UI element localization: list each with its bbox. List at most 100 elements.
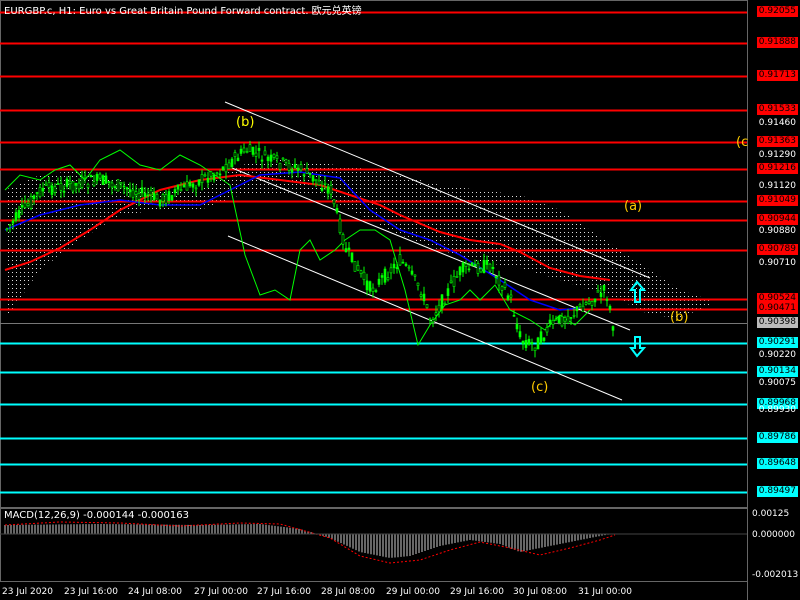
candle-body-162 bbox=[491, 266, 495, 269]
candle-body-40 bbox=[125, 187, 129, 190]
chikou-line bbox=[4, 149, 591, 347]
candle-body-25 bbox=[80, 177, 84, 188]
candle-body-42 bbox=[131, 189, 135, 198]
time-axis: 23 Jul 2020 23 Jul 16:00 24 Jul 08:00 27 Ju… bbox=[2, 587, 632, 597]
time-tick-9: 31 Jul 00:00 bbox=[578, 587, 632, 597]
candle-body-139 bbox=[422, 293, 426, 302]
candle-body-23 bbox=[74, 183, 78, 186]
candle-body-171 bbox=[518, 331, 522, 338]
candle-body-189 bbox=[572, 314, 576, 317]
candle-body-2 bbox=[11, 220, 15, 224]
candle-body-137 bbox=[416, 282, 420, 286]
time-tick-0: 23 Jul 2020 bbox=[2, 587, 53, 597]
candle-body-54 bbox=[167, 191, 171, 201]
candle-body-33 bbox=[104, 175, 108, 184]
ma-red-line bbox=[4, 173, 611, 281]
candle-body-53 bbox=[164, 194, 168, 204]
ichimoku-cloud bbox=[5, 160, 710, 320]
candle-body-37 bbox=[116, 179, 120, 192]
candle-body-94 bbox=[287, 163, 291, 171]
candle-body-76 bbox=[233, 152, 237, 158]
candle-body-73 bbox=[224, 163, 228, 173]
candle-body-138 bbox=[419, 294, 423, 297]
candle-body-134 bbox=[407, 266, 411, 269]
candle-body-49 bbox=[152, 192, 156, 201]
candle-body-182 bbox=[551, 320, 555, 325]
candle-body-90 bbox=[275, 155, 279, 159]
down-arrow-icon[interactable] bbox=[629, 336, 647, 358]
candle-body-136 bbox=[413, 274, 417, 277]
candle-body-143 bbox=[434, 312, 438, 316]
candle-body-67 bbox=[206, 177, 210, 183]
candle-body-70 bbox=[215, 172, 219, 175]
time-tick-4: 27 Jul 16:00 bbox=[257, 587, 311, 597]
candle-body-191 bbox=[578, 304, 582, 307]
up-arrow-icon[interactable] bbox=[629, 280, 647, 303]
candle-body-180 bbox=[545, 327, 549, 333]
candle-body-88 bbox=[269, 154, 273, 162]
candle-body-148 bbox=[449, 280, 453, 283]
wave-label-b1: (b) bbox=[236, 115, 254, 130]
candle-body-47 bbox=[146, 194, 150, 197]
levels-layer[interactable] bbox=[0, 11, 747, 494]
macd-axis-bottom: -0.002013 bbox=[752, 570, 798, 580]
price-tick-5: 0.91363 bbox=[756, 135, 798, 147]
candle-body-11 bbox=[38, 187, 42, 197]
candle-body-65 bbox=[200, 174, 204, 183]
candle-body-50 bbox=[155, 194, 159, 200]
price-tick-25: 0.89497 bbox=[756, 486, 798, 497]
candle-body-100 bbox=[305, 168, 309, 174]
channel-bottom-line[interactable] bbox=[227, 235, 623, 401]
candle-body-48 bbox=[149, 190, 153, 196]
candle-body-165 bbox=[500, 286, 504, 291]
candle-body-93 bbox=[284, 159, 288, 163]
candle-body-161 bbox=[488, 263, 492, 272]
macd-signal-line bbox=[4, 521, 616, 564]
candle-body-12 bbox=[41, 187, 45, 192]
candle-body-10 bbox=[35, 192, 39, 194]
price-candles bbox=[5, 140, 615, 358]
candle-body-75 bbox=[230, 158, 234, 167]
candle-body-195 bbox=[590, 301, 594, 306]
candle-body-183 bbox=[554, 318, 558, 321]
candle-body-52 bbox=[161, 194, 165, 202]
candle-body-186 bbox=[563, 317, 567, 322]
price-tick-10: 0.90944 bbox=[756, 214, 798, 226]
trend-channel[interactable] bbox=[224, 101, 651, 401]
macd-title: MACD(12,26,9) -0.000144 -0.000163 bbox=[4, 510, 189, 521]
candle-body-185 bbox=[560, 316, 564, 327]
price-tick-6: 0.91290 bbox=[758, 149, 796, 160]
candle-body-51 bbox=[158, 199, 162, 207]
candle-body-163 bbox=[494, 276, 498, 279]
candle-body-110 bbox=[335, 207, 339, 213]
time-tick-6: 29 Jul 00:00 bbox=[386, 587, 440, 597]
candle-body-154 bbox=[467, 268, 471, 271]
candle-body-145 bbox=[440, 294, 444, 309]
candle-body-123 bbox=[374, 290, 378, 292]
candle-body-120 bbox=[365, 280, 369, 291]
candle-body-102 bbox=[311, 175, 315, 182]
candle-body-169 bbox=[512, 315, 516, 317]
price-tick-24: 0.89648 bbox=[756, 457, 798, 469]
candle-body-9 bbox=[32, 195, 36, 199]
candle-body-153 bbox=[464, 263, 468, 267]
candle-body-5 bbox=[20, 205, 24, 208]
candle-body-128 bbox=[389, 267, 393, 274]
candle-body-188 bbox=[569, 317, 573, 319]
candle-body-38 bbox=[119, 181, 123, 185]
channel-top-line[interactable] bbox=[224, 101, 651, 279]
candle-body-78 bbox=[239, 148, 243, 154]
candle-body-149 bbox=[452, 276, 456, 287]
channel-mid-line[interactable] bbox=[231, 167, 631, 331]
time-tick-7: 29 Jul 16:00 bbox=[450, 587, 504, 597]
price-tick-7: 0.91216 bbox=[756, 163, 798, 175]
candle-body-55 bbox=[170, 195, 174, 201]
candle-body-164 bbox=[497, 275, 501, 286]
candle-body-114 bbox=[347, 247, 351, 250]
candle-body-41 bbox=[128, 189, 132, 193]
candle-body-15 bbox=[50, 185, 54, 195]
candle-body-106 bbox=[323, 182, 327, 185]
candle-body-92 bbox=[281, 157, 285, 160]
